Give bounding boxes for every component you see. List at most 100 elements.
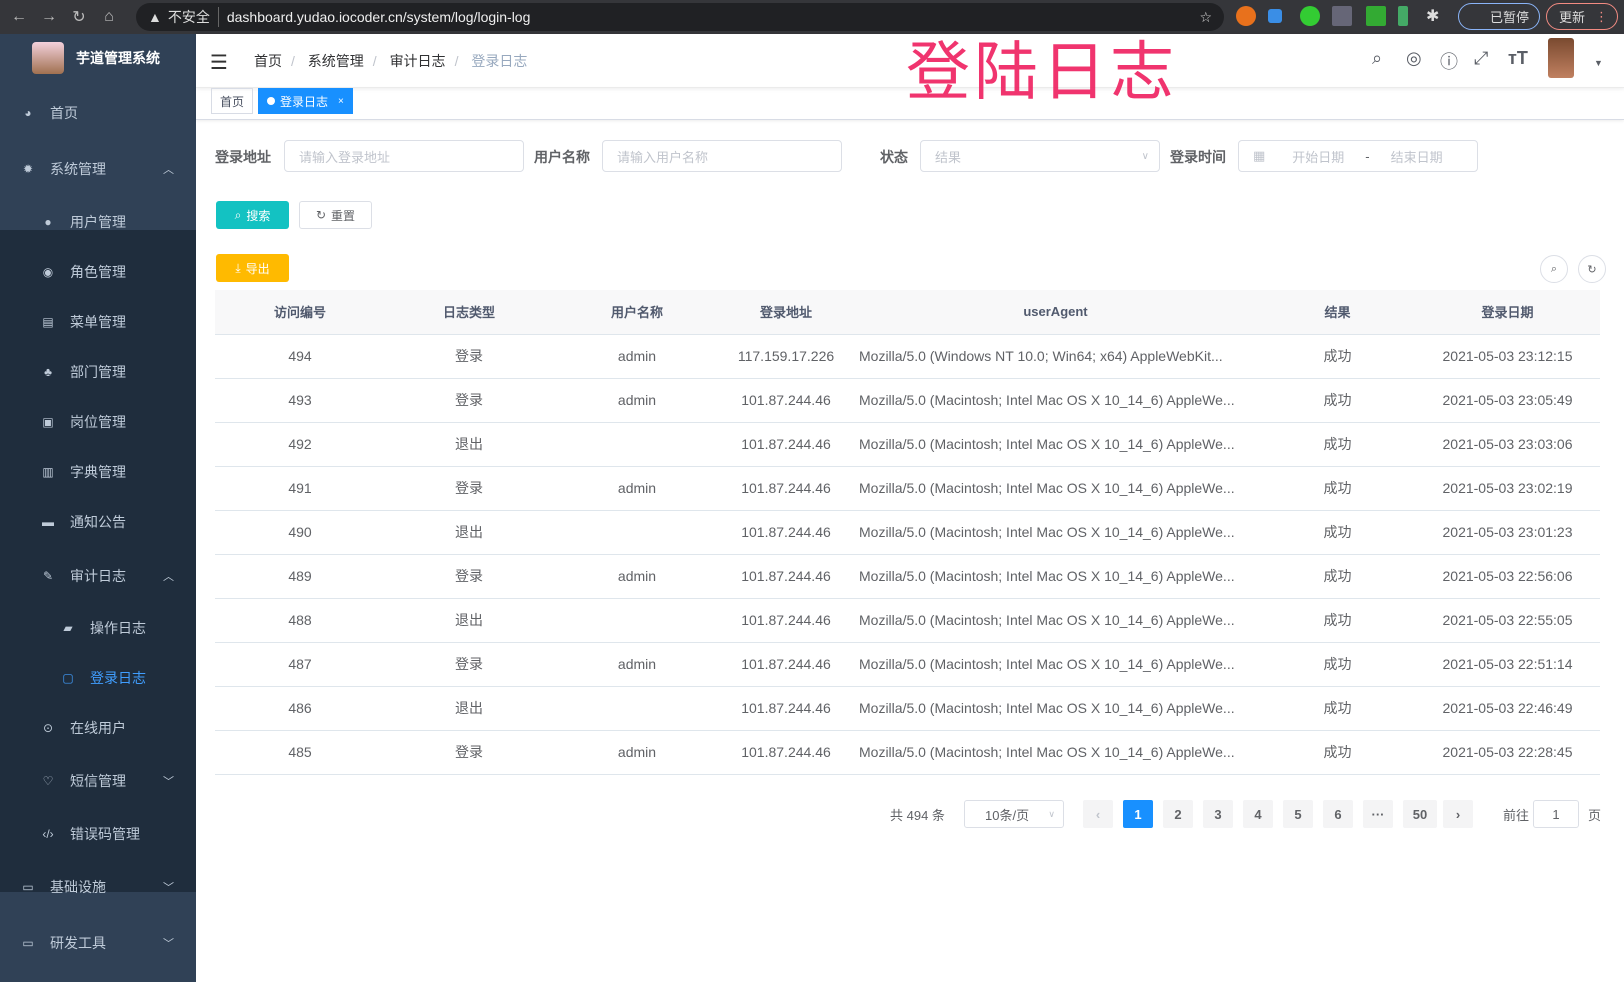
page-button[interactable]: 5 (1283, 800, 1313, 828)
code-icon: ‹/› (42, 827, 54, 841)
page-button[interactable]: ··· (1363, 800, 1393, 828)
chevron-down-icon: ∨ (1141, 150, 1149, 162)
table-cell: 成功 (1260, 554, 1415, 599)
extension-icon[interactable] (1236, 6, 1256, 26)
sidebar-item[interactable]: ◕ 首页 (0, 88, 196, 138)
sidebar-item[interactable]: ⊙ 在线用户 (0, 703, 196, 753)
page-size-select[interactable]: 10条/页 ∨ (964, 800, 1064, 828)
sidebar-item[interactable]: ▣ 岗位管理 (0, 397, 196, 447)
refresh-button[interactable]: ↻ (1578, 255, 1606, 283)
breadcrumb-item[interactable]: 系统管理 (307, 53, 364, 69)
sidebar-item[interactable]: ♡ 短信管理 ﹀ (0, 756, 196, 806)
sidebar-item[interactable]: ▥ 字典管理 (0, 447, 196, 497)
home-icon[interactable]: ⌂ (104, 8, 114, 25)
tag-home[interactable]: 首页 (211, 88, 254, 114)
back-icon[interactable]: ← (11, 8, 27, 25)
page-button[interactable]: 2 (1163, 800, 1193, 828)
table-cell: 登录 (385, 554, 553, 599)
reload-icon[interactable]: ↻ (72, 9, 86, 26)
close-icon[interactable]: × (338, 95, 344, 107)
puzzle-icon[interactable]: ✱ (1426, 8, 1440, 25)
table-cell: 登录 (385, 642, 553, 687)
search-button[interactable]: ⌕ 搜索 (216, 201, 289, 229)
next-page-button[interactable]: › (1443, 800, 1473, 828)
export-button[interactable]: ⤓ 导出 (216, 254, 289, 282)
table-cell: 101.87.244.46 (721, 422, 851, 467)
extension-icon[interactable] (1332, 6, 1352, 26)
prev-page-button[interactable]: ‹ (1083, 800, 1113, 828)
sidebar-item[interactable]: ▰ 操作日志 (0, 603, 196, 653)
sidebar-item[interactable]: ▭ 研发工具 ﹀ (0, 918, 196, 968)
sidebar-item-label: 基础设施 (50, 879, 106, 895)
extension-icon[interactable] (1398, 6, 1408, 26)
sidebar-item[interactable]: ▭ 基础设施 ﹀ (0, 862, 196, 912)
table-cell: admin (553, 378, 721, 423)
hamburger-icon[interactable]: ☰ (210, 52, 228, 74)
table-cell: 成功 (1260, 686, 1415, 731)
page-button[interactable]: 3 (1203, 800, 1233, 828)
sidebar-item[interactable]: ‹/› 错误码管理 (0, 809, 196, 859)
sidebar-item[interactable]: ♣ 部门管理 (0, 347, 196, 397)
goto-page-input[interactable]: 1 (1533, 800, 1579, 828)
page-button[interactable]: 4 (1243, 800, 1273, 828)
table-row: 492 退出 101.87.244.46 Mozilla/5.0 (Macintosh… (215, 422, 1600, 467)
ip-input[interactable]: 请输入登录地址 (284, 140, 524, 172)
column-header: 访问编号 (215, 290, 385, 335)
breadcrumb-item[interactable]: 首页 (254, 53, 282, 69)
extension-icon[interactable] (1366, 6, 1386, 26)
start-date[interactable]: 开始日期 (1292, 149, 1345, 165)
date-range-picker[interactable]: ▦ 开始日期 - 结束日期 (1238, 140, 1478, 172)
end-date[interactable]: 结束日期 (1390, 149, 1443, 165)
breadcrumb-item[interactable]: 审计日志 (389, 53, 446, 69)
username-label: 用户名称 (534, 149, 590, 165)
table-cell: Mozilla/5.0 (Macintosh; Intel Mac OS X 1… (851, 510, 1260, 555)
tag-login-log[interactable]: 登录日志 × (258, 88, 353, 114)
toggle-search-button[interactable]: ⌕ (1540, 255, 1568, 283)
sidebar-item[interactable]: ▢ 登录日志 (0, 653, 196, 703)
font-size-icon[interactable]: тT (1508, 48, 1528, 68)
sidebar-item[interactable]: ● 用户管理 (0, 197, 196, 247)
reset-button[interactable]: ↻ 重置 (299, 201, 372, 229)
sidebar-item[interactable]: ✎ 审计日志 ︿ (0, 551, 196, 601)
sidebar-item[interactable]: ▬ 通知公告 (0, 497, 196, 547)
address-bar[interactable]: ▲ 不安全 dashboard.yudao.iocoder.cn/system/… (136, 3, 1224, 31)
status-select[interactable]: 结果 ∨ (920, 140, 1160, 172)
update-button[interactable]: 更新 ⋮ (1546, 3, 1618, 30)
page-size-value: 10条/页 (985, 807, 1030, 823)
table-cell: 成功 (1260, 510, 1415, 555)
avatar[interactable] (1548, 38, 1574, 78)
sidebar-item[interactable]: ▤ 菜单管理 (0, 297, 196, 347)
table-cell: 2021-05-03 22:56:06 (1415, 554, 1600, 599)
extension-icon[interactable] (1268, 9, 1282, 23)
validcode-icon: ♡ (42, 774, 54, 788)
refresh-icon: ↻ (315, 208, 327, 222)
tag-label: 首页 (220, 94, 245, 109)
form-icon: ▰ (63, 621, 73, 635)
breadcrumb: 首页 / 系统管理 / 审计日志 / 登录日志 (254, 53, 528, 69)
fullscreen-icon[interactable]: ⤢ (1474, 48, 1489, 68)
kebab-icon: ⋮ (1595, 8, 1609, 24)
question-icon[interactable]: ⓘ (1440, 52, 1458, 72)
extension-icon[interactable] (1300, 6, 1320, 26)
user-icon: ● (44, 215, 52, 229)
profile-button[interactable]: 已暂停 (1458, 3, 1540, 30)
sidebar-item[interactable]: ✹ 系统管理 ︿ (0, 144, 196, 194)
table-cell: 101.87.244.46 (721, 686, 851, 731)
bookmark-star-icon[interactable]: ☆ (1199, 8, 1212, 25)
table-cell: 101.87.244.46 (721, 554, 851, 599)
username-input[interactable]: 请输入用户名称 (602, 140, 842, 172)
search-icon[interactable]: ⌕ (1372, 48, 1383, 68)
table-cell: Mozilla/5.0 (Macintosh; Intel Mac OS X 1… (851, 686, 1260, 731)
table-cell: 成功 (1260, 422, 1415, 467)
ip-label: 登录地址 (215, 149, 271, 165)
page-button[interactable]: 6 (1323, 800, 1353, 828)
sidebar-item[interactable]: ◉ 角色管理 (0, 247, 196, 297)
caret-down-icon[interactable]: ▼ (1594, 58, 1603, 68)
table-row: 490 退出 101.87.244.46 Mozilla/5.0 (Macintosh… (215, 510, 1600, 555)
navbar: ☰ 首页 / 系统管理 / 审计日志 / 登录日志 登陆日志 ⌕ ◎ ⓘ ⤢ тT ▼ (196, 34, 1624, 104)
github-icon[interactable]: ◎ (1406, 48, 1422, 68)
page-button[interactable]: 50 (1403, 800, 1437, 828)
page-button[interactable]: 1 (1123, 800, 1153, 828)
table-cell: 101.87.244.46 (721, 730, 851, 775)
forward-icon[interactable]: → (41, 8, 57, 25)
